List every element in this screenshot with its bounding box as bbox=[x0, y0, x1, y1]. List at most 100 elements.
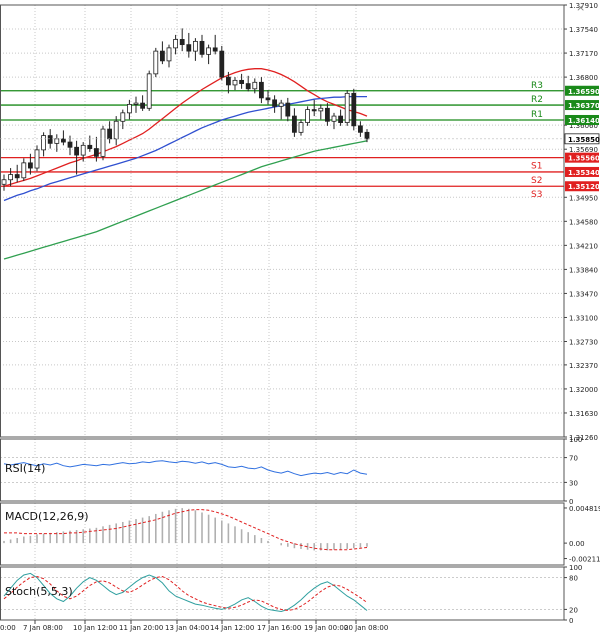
level-price-tag bbox=[565, 100, 599, 111]
level-price-tag bbox=[565, 181, 599, 192]
level-price-tag bbox=[565, 166, 599, 177]
candle-body bbox=[113, 120, 119, 140]
price-tick-label: 1.32370 bbox=[569, 362, 598, 370]
candle-body bbox=[344, 92, 350, 123]
price-tick-label: 1.31260 bbox=[569, 434, 598, 442]
candle-body bbox=[94, 148, 99, 157]
rsi-tick-label: 30 bbox=[569, 479, 578, 487]
candle-body bbox=[27, 162, 33, 169]
stoch-d-line bbox=[3, 575, 368, 612]
candle-body bbox=[192, 40, 198, 52]
time-tick-label: 10 Jan 12:00 bbox=[73, 624, 117, 632]
price-tick-label: 1.32730 bbox=[569, 339, 598, 347]
candle-body bbox=[74, 146, 79, 156]
level-price-tag bbox=[565, 152, 599, 163]
macd-tick-label: -0.002116 bbox=[569, 556, 600, 564]
price-tick-label: 1.34580 bbox=[569, 218, 598, 226]
candle-body bbox=[8, 174, 14, 181]
price-tick-label: 1.35690 bbox=[569, 146, 598, 154]
panel-frame bbox=[0, 438, 565, 502]
stoch-tick-label: 0 bbox=[569, 617, 573, 625]
time-tick-label: 7 Jan 08:00 bbox=[23, 624, 63, 632]
moving-average-line bbox=[3, 95, 367, 202]
level-price-label: 1.36370 bbox=[568, 102, 600, 110]
indicators: RSI(14) MACD(12,26,9) Stoch(5,5,3) bbox=[0, 457, 564, 613]
candle-body bbox=[219, 50, 225, 78]
rsi-tick-label: 0 bbox=[569, 498, 573, 506]
time-tick-label: 11 Jan 20:00 bbox=[119, 624, 163, 632]
candle-body bbox=[159, 50, 165, 62]
level-price-label: 1.36590 bbox=[568, 88, 600, 96]
stoch-tick-label: 20 bbox=[569, 606, 578, 614]
candle-body bbox=[107, 128, 112, 140]
time-axis: 7 Jan 08:00 10 Jan 12:00 11 Jan 20:00 13 Ja… bbox=[0, 620, 388, 632]
candle-body bbox=[298, 122, 304, 133]
grid bbox=[0, 4, 564, 620]
level-price-tag bbox=[565, 85, 599, 96]
candle-body bbox=[199, 40, 205, 55]
candle-body bbox=[338, 115, 344, 123]
candle-body bbox=[232, 79, 238, 86]
candle-body bbox=[166, 47, 172, 62]
candles bbox=[1, 28, 370, 191]
stoch-tick-label: 100 bbox=[569, 564, 582, 572]
candle-body bbox=[1, 179, 7, 185]
candle-body bbox=[272, 99, 278, 107]
level-name: S1 bbox=[531, 162, 542, 172]
price-tick-label: 1.37540 bbox=[569, 26, 598, 34]
level-name: R2 bbox=[531, 95, 543, 105]
candle-body bbox=[34, 149, 40, 169]
candle-body bbox=[100, 128, 106, 157]
level-name: S3 bbox=[531, 190, 542, 200]
level-price-label: 1.35120 bbox=[568, 183, 600, 191]
candle-body bbox=[305, 109, 311, 123]
candle-body bbox=[41, 135, 46, 151]
level-price-label: 1.35560 bbox=[568, 155, 600, 163]
candle-body bbox=[47, 135, 53, 144]
candle-body bbox=[80, 144, 86, 156]
candle-body bbox=[179, 39, 185, 46]
close-icon[interactable]: × bbox=[576, 1, 585, 14]
rsi-tick-label: 100 bbox=[569, 436, 582, 444]
price-tick-label: 1.31630 bbox=[569, 410, 598, 418]
level-price-label: 1.35340 bbox=[568, 169, 600, 177]
current-price-label: 1.35850 bbox=[568, 136, 600, 144]
moving-averages bbox=[3, 68, 368, 260]
price-tick-label: 1.37910 bbox=[569, 2, 598, 10]
panel-frame bbox=[0, 566, 565, 621]
candle-body bbox=[61, 138, 66, 143]
time-tick-label: 13 Jan 04:00 bbox=[165, 624, 209, 632]
price-axis: 1.37910 1.37540 1.37170 1.36800 1.36060 1.356… bbox=[0, 2, 600, 625]
candle-body bbox=[265, 97, 271, 101]
price-tick-label: 1.34950 bbox=[569, 194, 598, 202]
level-name: S2 bbox=[531, 176, 542, 186]
candle-body bbox=[146, 73, 152, 109]
candle-body bbox=[331, 115, 337, 122]
candle-body bbox=[212, 47, 218, 52]
macd-signal-line bbox=[4, 509, 368, 551]
candle-body bbox=[258, 81, 264, 99]
level-price-label: 1.36140 bbox=[568, 117, 600, 125]
rsi-title: RSI(14) bbox=[5, 462, 45, 475]
macd-tick-label: 0.004819 bbox=[569, 505, 600, 513]
candle-body bbox=[173, 39, 179, 49]
candle-body bbox=[364, 131, 370, 140]
price-tick-label: 1.33470 bbox=[569, 290, 598, 298]
level-price-tag bbox=[565, 114, 599, 125]
stoch-tick-label: 80 bbox=[569, 575, 578, 583]
stoch-k-line bbox=[3, 572, 368, 613]
candle-body bbox=[357, 125, 363, 133]
stoch-title: Stoch(5,5,3) bbox=[5, 585, 73, 598]
price-tick-label: 1.33100 bbox=[569, 314, 598, 322]
candle-body bbox=[318, 107, 324, 112]
candle-body bbox=[291, 115, 297, 133]
candle-body bbox=[285, 102, 291, 117]
price-tick-label: 1.32000 bbox=[569, 386, 598, 394]
time-tick-label: 17 Jan 16:00 bbox=[257, 624, 301, 632]
candle-body bbox=[87, 144, 93, 149]
moving-average-line bbox=[3, 140, 368, 260]
time-tick-label-partial: 0:00 bbox=[0, 624, 16, 632]
panel-frame bbox=[0, 502, 565, 566]
